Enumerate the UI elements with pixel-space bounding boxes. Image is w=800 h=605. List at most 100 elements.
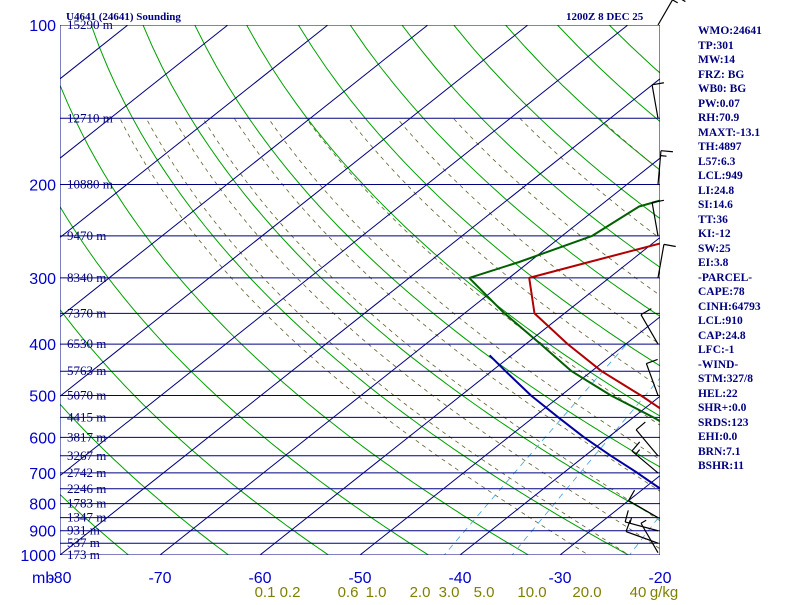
height-label: 3817 m [67, 429, 106, 444]
stat-line: CAP:24.8 [698, 329, 746, 342]
stat-line: RH:70.9 [698, 112, 740, 124]
isotherm [359, 316, 660, 555]
pressure-axis-label: mb [32, 570, 54, 587]
height-label: 6530 m [67, 336, 106, 351]
stat-line: L57:6.3 [698, 155, 736, 168]
isotherm [60, 25, 629, 477]
dry-adiabat [142, 25, 660, 520]
wind-barb [657, 0, 686, 26]
dry-adiabat [349, 25, 660, 317]
wind-barb-flag [625, 520, 631, 532]
wind-barb-flag [681, 0, 686, 3]
wind-barb-staff [625, 531, 659, 544]
height-label: 173 m [67, 547, 100, 562]
wind-barb-staff [651, 202, 659, 237]
mixing-ratio-label: 10.0 [517, 584, 546, 600]
wind-barb-staff [625, 521, 659, 532]
height-label: 15290 m [67, 17, 113, 32]
temperature-tick-label: -30 [548, 570, 571, 587]
pressure-tick-label: 800 [29, 497, 56, 514]
pressure-tick-label: 500 [29, 389, 56, 406]
height-label: 537 m [67, 535, 100, 550]
stat-line: EI:3.8 [698, 257, 729, 269]
dry-adiabat [60, 403, 230, 555]
wind-barb-staff [657, 150, 662, 185]
stat-line: CINH:64793 [698, 300, 761, 313]
height-label: 10880 m [67, 177, 113, 192]
stat-line: MAXT:-13.1 [698, 126, 761, 139]
stat-line: LCL:949 [698, 170, 743, 182]
stat-line: PW:0.07 [698, 97, 740, 110]
stat-line: BRN:7.1 [698, 445, 741, 458]
wind-barb-staff [645, 363, 659, 396]
height-label: 2742 m [67, 465, 106, 480]
height-label: 5070 m [67, 388, 106, 403]
dry-adiabat [401, 25, 660, 268]
wind-barb [628, 489, 659, 519]
mixing-ratio-label: 40 [630, 584, 647, 600]
pressure-tick-label: 600 [29, 430, 56, 447]
wind-barb [631, 441, 659, 474]
dry-adiabat [60, 205, 430, 555]
isotherm [60, 78, 660, 555]
wind-barb-flag [631, 441, 641, 452]
wind-barb [625, 520, 659, 544]
isotherm [259, 236, 660, 555]
wind-barb-staff [651, 84, 659, 119]
stat-line: STM:327/8 [698, 373, 753, 385]
wind-barb [657, 243, 676, 278]
height-label: 4415 m [67, 409, 106, 424]
dry-adiabat [60, 308, 330, 555]
stat-line: KI:-12 [698, 228, 731, 240]
stat-line: LI:24.8 [698, 184, 735, 197]
temperature-tick-label: -40 [448, 570, 471, 587]
stat-line: -PARCEL- [698, 271, 753, 284]
mixing-ratio-label: 20.0 [572, 584, 601, 600]
dry-adiabat [60, 83, 530, 555]
wind-barb-staff [657, 244, 665, 278]
profile-lines [468, 199, 660, 490]
height-label: 1783 m [67, 496, 106, 511]
stat-line: LFC:-1 [698, 344, 735, 356]
stat-line: TP:301 [698, 39, 734, 52]
mixing-ratio-label: 0.2 [280, 584, 301, 600]
temperature-tick-label: -50 [348, 570, 371, 587]
temperature-profile [528, 242, 660, 410]
wind-barb-flag [635, 421, 646, 431]
stat-line: WB0: BG [698, 83, 747, 95]
wind-barb-flag [624, 510, 629, 523]
height-label: 9470 m [67, 228, 106, 243]
pressure-tick-label: 100 [29, 18, 56, 35]
stat-line: EHI:0.0 [698, 431, 738, 443]
isotherm [459, 395, 660, 555]
pressure-tick-label: 300 [29, 271, 56, 288]
wind-barb-staff [640, 522, 659, 553]
mixing-ratio-line [511, 377, 660, 555]
isotherm [60, 25, 329, 239]
wind-barb-flag [628, 489, 636, 501]
axis-labels: 100 200 300 400 500 600 700 800 900 1000 mb 15290 m… [20, 17, 678, 601]
stat-line: CAPE:78 [698, 286, 745, 298]
wind-barb-staff [657, 0, 674, 26]
height-label: 5763 m [67, 363, 106, 378]
isotherm [60, 25, 429, 318]
dry-adiabat [246, 25, 660, 417]
stat-line: -WIND- [698, 358, 739, 371]
height-label: 931 m [67, 523, 100, 538]
mixing-ratio-label: 0.6 [338, 584, 359, 600]
dry-adiabat [194, 25, 660, 468]
stat-line: SI:14.6 [698, 199, 733, 211]
height-label: 1347 m [67, 510, 106, 525]
wind-barb-flag [646, 358, 658, 365]
stat-line: BSHR:11 [698, 460, 745, 472]
pressure-tick-label: 700 [29, 466, 56, 483]
wind-barb [645, 358, 659, 396]
stat-line: LCL:910 [698, 315, 743, 327]
plot-area [60, 25, 660, 555]
stat-line: SHR+:0.0 [698, 402, 747, 414]
wind-barb-staff [631, 450, 659, 474]
wind-barb [651, 199, 665, 237]
mixing-ratio-label: 1.0 [366, 584, 387, 600]
mixing-ratio-label: 0.1 [255, 584, 276, 600]
